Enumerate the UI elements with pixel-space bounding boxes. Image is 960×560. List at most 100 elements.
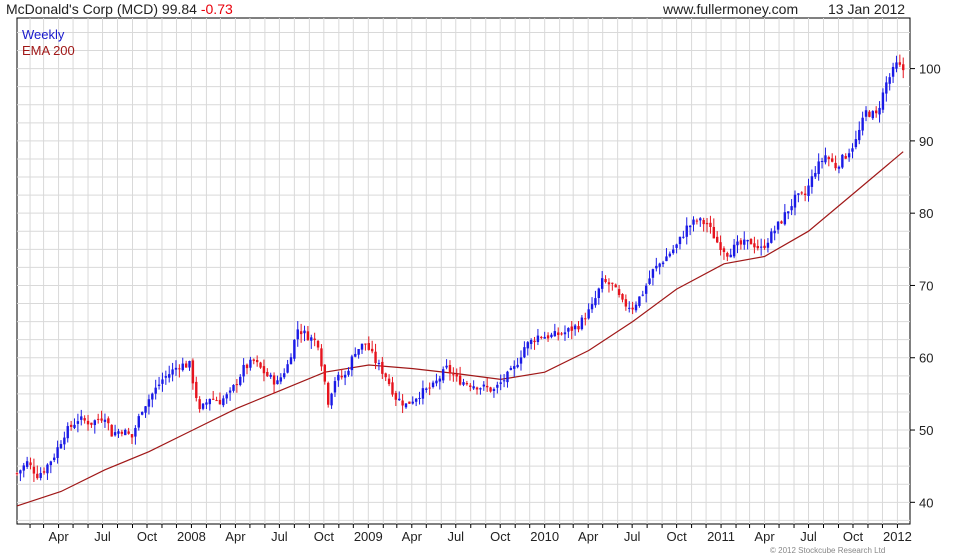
candle-body [803,193,807,195]
candle-body [817,161,820,175]
x-tick-label: Apr [225,529,246,544]
x-tick-label: Oct [666,529,687,544]
candle-body [844,155,847,159]
x-tick-label: Jul [624,529,641,544]
candle-body [736,241,739,246]
candle-body [269,374,272,377]
candle-body [195,381,198,398]
candle-body [509,368,513,370]
candle-body [675,244,678,248]
candle-body [624,299,628,307]
candle-body [628,307,631,309]
candle-body [29,462,32,466]
candle-body [655,265,658,269]
x-tick-label: 2011 [707,529,735,544]
candle-body [36,473,39,479]
candle-body [617,289,621,295]
candle-body [266,371,269,377]
candle-body [73,424,76,428]
candle-body [692,219,695,225]
candle-body [570,326,573,331]
candle-body [743,239,746,245]
candle-body [885,82,888,94]
candle-body [347,370,350,375]
candle-body [25,461,29,467]
candle-body [827,157,831,160]
candle-body [898,62,902,65]
candle-body [550,334,553,338]
candle-body [661,262,665,265]
candle-body [719,242,722,250]
candle-body [462,382,465,385]
candle-body [337,374,340,381]
candle-body [411,401,414,404]
candle-body [232,384,235,391]
candle-body [874,110,878,114]
candle-body [90,422,93,425]
candle-body [540,336,543,338]
candle-body [110,424,113,437]
ticker-price: McDonald's Corp (MCD) 99.84 [6,1,197,17]
candle-body [370,348,374,352]
candle-body [482,384,485,387]
candle-body [218,399,222,405]
candle-body [404,403,408,408]
candle-body [262,366,266,374]
candle-body [59,444,63,449]
candle-body [53,457,56,461]
candle-body [831,158,834,162]
candle-body [445,365,448,368]
candle-body [127,431,130,434]
candle-body [881,92,885,110]
candle-body [529,340,533,344]
chart-date: 13 Jan 2012 [828,1,906,17]
candle-body [225,394,228,399]
x-tick-label: 2010 [530,529,559,544]
candle-body [797,193,800,195]
candle-body [435,380,438,384]
legend-ema: EMA 200 [22,43,75,58]
candle-body [147,399,151,407]
candle-body [134,428,137,437]
candle-body [658,263,661,267]
candle-body [824,155,827,163]
candle-body [408,401,411,404]
candle-body [201,403,205,409]
candle-body [215,400,218,402]
candle-body [888,77,891,84]
candle-body [157,384,161,386]
candle-body [364,343,367,345]
x-tick-label: Apr [754,529,775,544]
candle-body [614,284,617,288]
candle-body [489,387,492,392]
candle-body [151,393,154,400]
candle-body [272,375,276,385]
candle-body [320,348,323,367]
candle-body [425,388,428,390]
candle-body [293,339,296,359]
website-link[interactable]: www.fullermoney.com [663,1,799,17]
candle-body [726,253,729,257]
candle-body [367,343,370,350]
candle-body [76,421,80,424]
grid [17,18,910,524]
candle-body [560,333,563,335]
candle-body [120,431,124,434]
candle-body [810,176,814,187]
candle-body [80,416,83,420]
candle-body [573,325,577,330]
candle-body [543,336,546,339]
candle-body [421,388,425,399]
candle-body [181,363,184,371]
candle-body [117,431,120,434]
candle-body [793,194,797,208]
y-tick-label: 90 [919,134,933,149]
candle-body [523,347,526,358]
candle-body [546,335,550,339]
candle-body [144,406,147,413]
candle-body [638,296,641,306]
candle-body [587,309,590,319]
candle-body [820,160,824,162]
candle-body [171,369,174,375]
